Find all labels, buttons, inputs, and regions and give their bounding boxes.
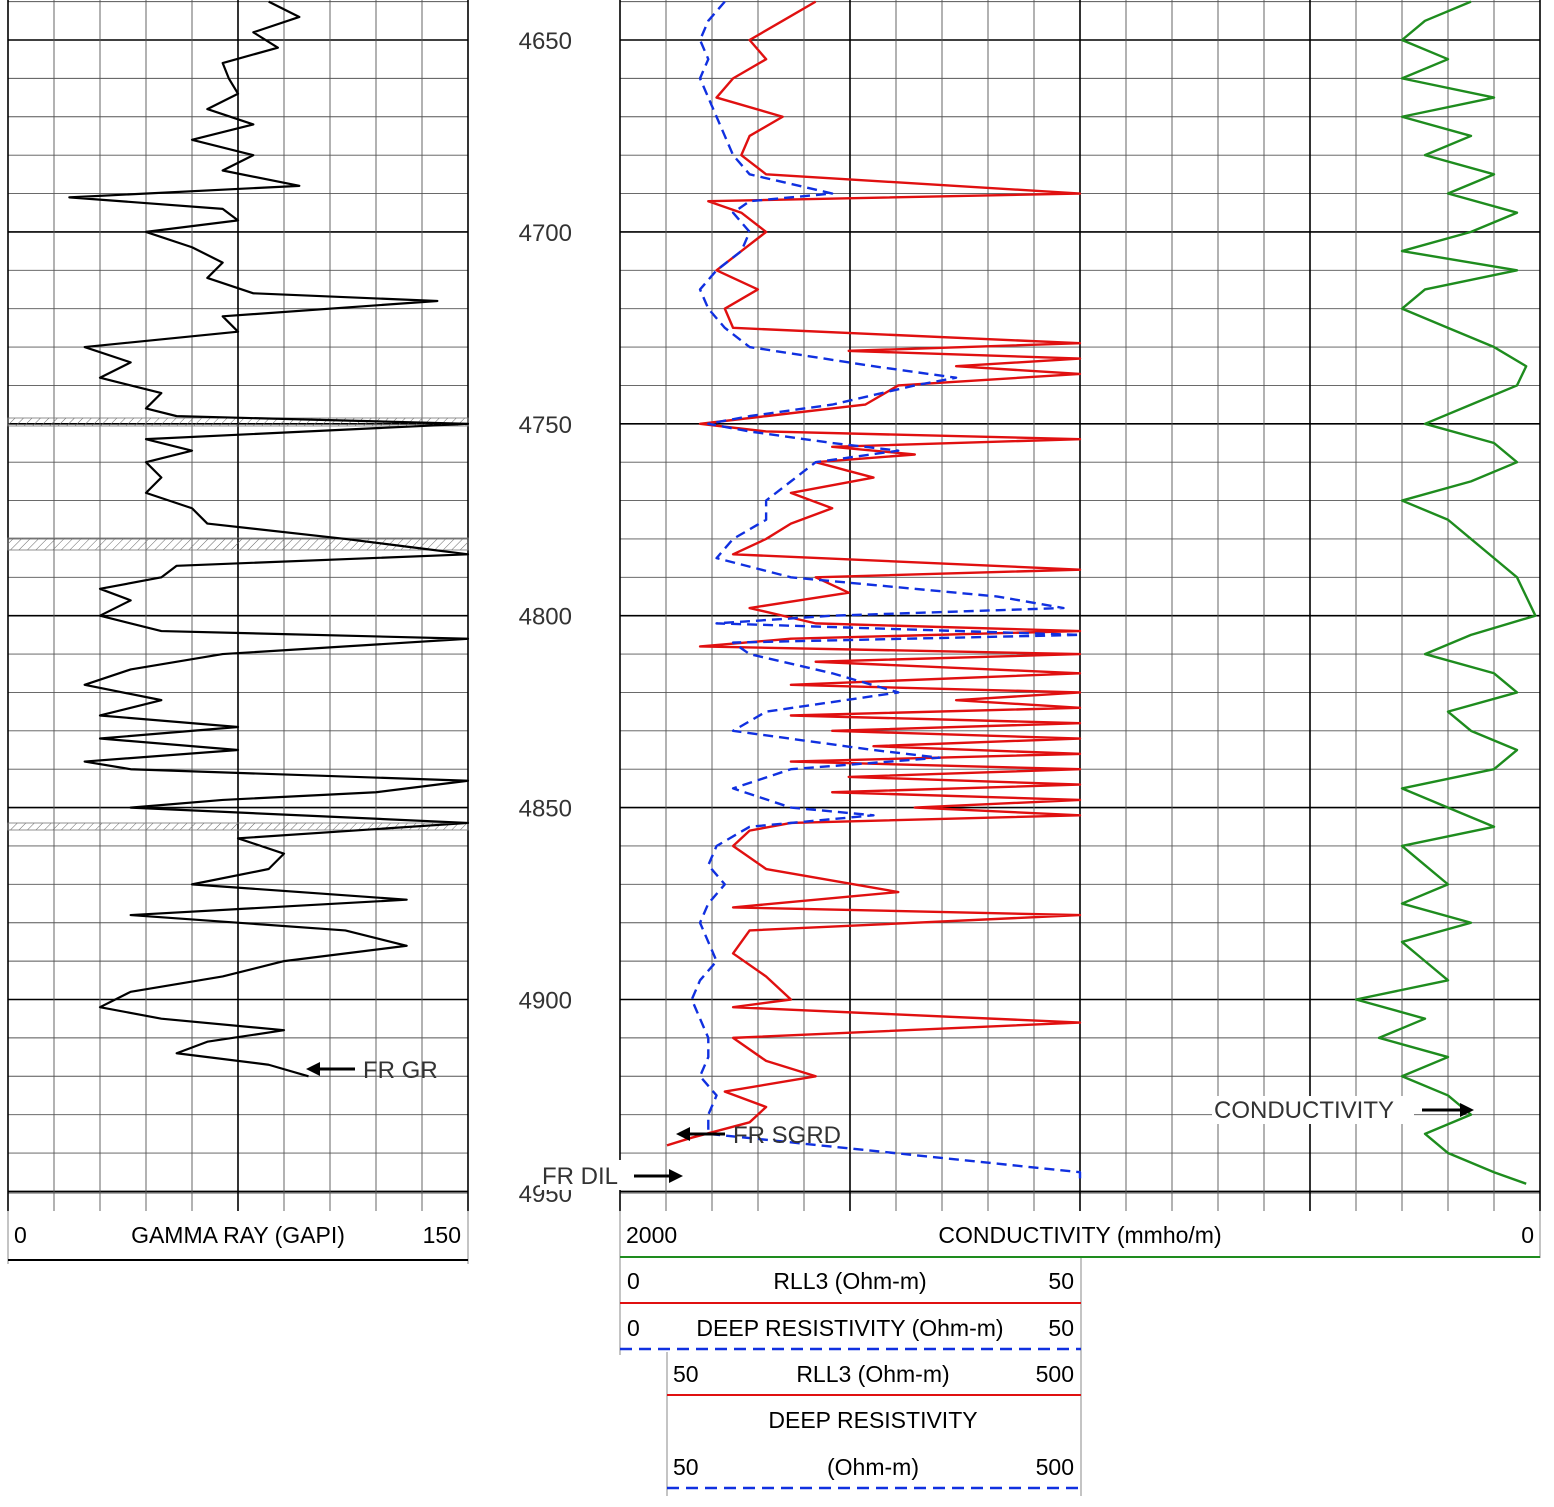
depth-label-4650: 4650 (519, 28, 572, 55)
gamma-ray-curve (68, 0, 470, 1078)
gamma-ray-scale-label: GAMMA RAY (GAPI) (131, 1222, 345, 1248)
resistivity-track-grid (619, 0, 1541, 1211)
legend-deep-shallow: 0 DEEP RESISTIVITY (Ohm-m) 50 (620, 1315, 1081, 1351)
legend-deep-deep-max: 500 (1036, 1454, 1074, 1480)
fr-dil-arrowhead-icon (669, 1169, 683, 1183)
conductivity-label-bg (1212, 1096, 1414, 1124)
conductivity-scale-max: 0 (1521, 1222, 1534, 1248)
gamma-ray-track-grid (7, 0, 469, 1211)
legend-deep-shallow-label: DEEP RESISTIVITY (Ohm-m) (696, 1315, 1003, 1341)
depth-label-4850: 4850 (519, 796, 572, 823)
conductivity-curve (1354, 0, 1537, 1185)
legend-deep-shallow-min: 0 (627, 1315, 640, 1341)
legend-deep-deep-label-2: (Ohm-m) (827, 1454, 919, 1480)
conductivity-annotation-label: CONDUCTIVITY (1214, 1097, 1394, 1124)
legend-rll3-deep-label: RLL3 (Ohm-m) (796, 1361, 949, 1387)
hatch-band-2 (7, 822, 469, 831)
fr-sgrd-label: FR SGRD (733, 1122, 841, 1149)
legend-rll3-deep-min: 50 (673, 1361, 699, 1387)
legend-rll3-shallow-min: 0 (627, 1268, 640, 1294)
gamma-ray-scale-min: 0 (14, 1222, 27, 1248)
fr-gr-arrowhead-icon (306, 1062, 320, 1076)
conductivity-scale: 2000 CONDUCTIVITY (mmho/m) 0 (619, 1211, 1541, 1355)
annotation-fr-dil: FR DIL (540, 1160, 683, 1190)
gamma-ray-scale-max: 150 (423, 1222, 461, 1248)
legend-deep-deep: DEEP RESISTIVITY 50 (Ohm-m) 500 (667, 1398, 1082, 1496)
conductivity-arrowhead-icon (1460, 1103, 1474, 1117)
hatch-band-1 (7, 537, 469, 551)
depth-label-4800: 4800 (519, 604, 572, 631)
fr-dil-label-bg (540, 1160, 626, 1190)
legend-rll3-deep: 50 RLL3 (Ohm-m) 500 (666, 1352, 1081, 1496)
conductivity-scale-min: 2000 (626, 1222, 677, 1248)
log-curves (68, 0, 1537, 1185)
fr-gr-label: FR GR (363, 1057, 438, 1084)
depth-label-4700: 4700 (519, 220, 572, 247)
legend-rll3-shallow-max: 50 (1048, 1268, 1074, 1294)
fr-sgrd-arrowhead-icon (676, 1127, 690, 1141)
legend-deep-deep-label-1: DEEP RESISTIVITY (768, 1407, 977, 1433)
depth-label-4900: 4900 (519, 988, 572, 1015)
annotation-conductivity: CONDUCTIVITY (1212, 1096, 1474, 1124)
legend-rll3-deep-max: 500 (1036, 1361, 1074, 1387)
annotation-fr-gr: FR GR (306, 1057, 438, 1084)
annotation-fr-sgrd: FR SGRD (676, 1122, 841, 1149)
fr-dil-label: FR DIL (542, 1163, 618, 1190)
conductivity-scale-label: CONDUCTIVITY (mmho/m) (938, 1222, 1221, 1248)
rll3-curve (666, 0, 1082, 1147)
legend-deep-deep-min: 50 (673, 1454, 699, 1480)
depth-label-4750: 4750 (519, 412, 572, 439)
legend-deep-shallow-max: 50 (1048, 1315, 1074, 1341)
gamma-ray-scale: 0 GAMMA RAY (GAPI) 150 (7, 1211, 469, 1264)
legend-rll3-shallow: 0 RLL3 (Ohm-m) 50 (620, 1258, 1082, 1398)
legend-rll3-shallow-label: RLL3 (Ohm-m) (773, 1268, 926, 1294)
deep-resistivity-curve (690, 0, 1082, 1184)
